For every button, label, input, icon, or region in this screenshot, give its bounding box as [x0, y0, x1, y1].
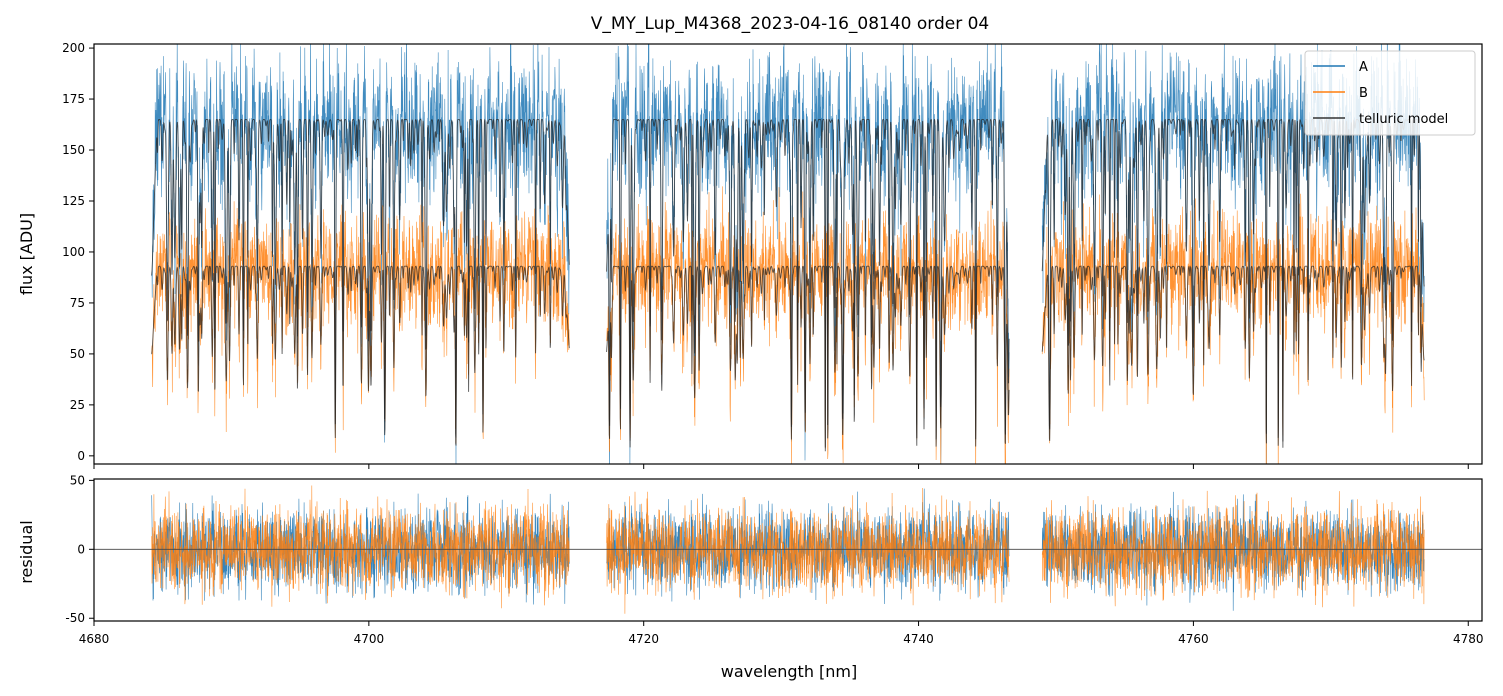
x-axis-label: wavelength [nm] — [721, 662, 858, 681]
bottom-y-tick-label: -50 — [65, 611, 85, 625]
residual-a-segment-1 — [151, 493, 570, 605]
bottom-y-axis-label: residual — [17, 520, 36, 583]
legend: A B telluric model — [1304, 50, 1476, 136]
top-y-tick-label: 125 — [62, 194, 85, 208]
bottom-x-tick-label: 4700 — [354, 632, 385, 646]
telluric-model-b-segment-1 — [151, 265, 570, 446]
bottom-y-tick-label: 50 — [70, 473, 85, 487]
top-panel-data — [151, 44, 1425, 464]
bottom-x-tick-label: 4720 — [628, 632, 659, 646]
top-y-tick-label: 50 — [70, 347, 85, 361]
bottom-y-axis: -50 0 50 — [65, 473, 94, 625]
series-b-segment-3 — [1041, 193, 1425, 464]
top-y-axis-label: flux [ADU] — [17, 213, 36, 295]
top-panel-frame — [93, 43, 1483, 465]
telluric-model-a-segment-1 — [151, 118, 570, 438]
bottom-x-tick-label: 4760 — [1178, 632, 1209, 646]
residual-b-segment-2 — [606, 487, 1010, 614]
legend-label-a: A — [1359, 60, 1368, 75]
top-y-axis: 0 25 50 75 100 125 150 175 200 — [62, 41, 94, 463]
telluric-model-a-segment-3 — [1041, 118, 1425, 442]
top-y-tick-label: 100 — [62, 245, 85, 259]
legend-frame — [1304, 50, 1476, 136]
telluric-model-a-segment-2 — [606, 118, 1010, 448]
top-y-tick-label: 0 — [77, 449, 85, 463]
series-b-segment-2 — [606, 186, 1010, 464]
bottom-x-tick-label: 4680 — [79, 632, 110, 646]
bottom-x-tick-label: 4780 — [1453, 632, 1484, 646]
chart-title: V_MY_Lup_M4368_2023-04-16_08140 order 04 — [591, 14, 990, 34]
top-y-tick-label: 150 — [62, 143, 85, 157]
bottom-x-tick-label: 4740 — [903, 632, 934, 646]
bottom-y-tick-label: 0 — [77, 542, 85, 556]
telluric-model-b-segment-2 — [606, 265, 1010, 452]
bottom-x-axis: 4680 4700 4720 4740 4760 4780 — [79, 621, 1484, 646]
telluric-model-b-segment-3 — [1041, 265, 1425, 448]
top-y-tick-label: 175 — [62, 92, 85, 106]
residual-b-segment-1 — [151, 485, 570, 609]
top-y-tick-label: 25 — [70, 398, 85, 412]
legend-label-b: B — [1359, 86, 1368, 101]
top-y-tick-label: 200 — [62, 41, 85, 55]
top-y-tick-label: 75 — [70, 296, 85, 310]
bottom-panel-frame — [93, 478, 1483, 622]
legend-label-telluric: telluric model — [1359, 112, 1448, 127]
top-x-axis — [93, 464, 1469, 469]
residual-b-segment-3 — [1041, 490, 1425, 608]
bottom-panel-data — [94, 485, 1482, 614]
